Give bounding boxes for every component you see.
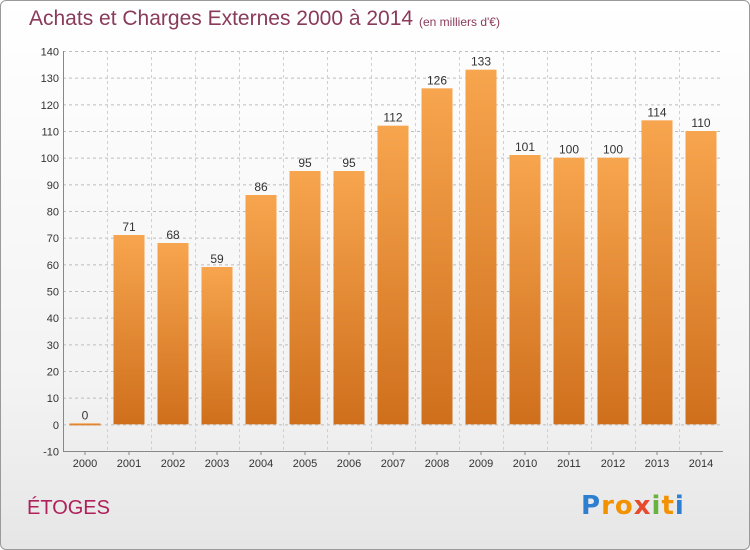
- x-tick-label: 2013: [645, 458, 669, 470]
- bar: [641, 120, 673, 425]
- x-tick-label: 2010: [513, 458, 537, 470]
- y-tick-label: 10: [47, 393, 59, 405]
- data-label: 114: [647, 105, 666, 119]
- bar: [333, 171, 365, 425]
- data-label: 95: [298, 156, 312, 170]
- y-tick-label: 110: [41, 127, 59, 139]
- bars: [69, 69, 717, 426]
- data-label: 133: [471, 55, 491, 69]
- bar: [69, 423, 101, 426]
- y-tick-label: 40: [47, 313, 59, 325]
- data-label: 112: [383, 111, 402, 125]
- bar: [113, 235, 145, 425]
- data-label: 86: [254, 180, 268, 194]
- logo-letter: P: [581, 491, 602, 521]
- data-label: 0: [82, 408, 89, 422]
- y-tick-label: 80: [47, 207, 59, 219]
- y-tick-label: 140: [41, 47, 59, 59]
- proxiti-logo[interactable]: Proxiti: [581, 491, 685, 521]
- y-tick-label: 70: [47, 233, 59, 245]
- axes: -10 0 10 20 30 40 50 60 70 80 90 100 110 120 130 140 200…: [41, 47, 723, 470]
- y-tick-label: 130: [41, 73, 59, 85]
- chart-title: Achats et Charges Externes 2000 à 2014: [29, 7, 414, 30]
- y-tick-label: 20: [47, 367, 59, 379]
- y-tick-label: 50: [47, 287, 59, 299]
- y-tick-label: 90: [47, 180, 59, 192]
- x-tick-label: 2012: [601, 458, 625, 470]
- data-label: 95: [342, 156, 356, 170]
- logo-letter: i: [651, 491, 662, 521]
- x-tick-label: 2003: [205, 458, 229, 470]
- logo-letter: i: [674, 491, 685, 521]
- bar: [509, 155, 541, 425]
- bar: [377, 125, 409, 425]
- y-tick-label: -10: [43, 447, 59, 459]
- bar: [289, 171, 321, 425]
- data-label: 59: [210, 252, 224, 266]
- bar: [245, 195, 277, 425]
- data-label: 110: [691, 116, 710, 130]
- x-tick-label: 2000: [73, 458, 97, 470]
- x-tick-label: 2007: [381, 458, 405, 470]
- bar: [685, 131, 717, 425]
- x-tick-label: 2011: [557, 458, 581, 470]
- bar: [553, 157, 585, 425]
- bar: [421, 88, 453, 425]
- chart-subtitle: (en milliers d'€): [419, 15, 500, 29]
- y-tick-label: 100: [41, 153, 59, 165]
- x-tick-label: 2001: [117, 458, 141, 470]
- bar: [597, 157, 629, 425]
- x-tick-label: 2002: [161, 458, 185, 470]
- data-label: 100: [559, 143, 579, 157]
- data-label: 101: [515, 140, 535, 154]
- y-tick-label: 120: [41, 100, 59, 112]
- logo-letter: x: [633, 491, 652, 521]
- x-tick-label: 2008: [425, 458, 449, 470]
- x-tick-label: 2014: [689, 458, 713, 470]
- data-label: 100: [603, 143, 623, 157]
- y-tick-label: 0: [53, 420, 59, 432]
- y-tick-label: 60: [47, 260, 59, 272]
- data-label: 71: [122, 220, 136, 234]
- x-tick-label: 2005: [293, 458, 317, 470]
- data-label: 126: [427, 73, 447, 87]
- logo-letter: o: [614, 491, 634, 521]
- data-labels: 0 71 68 59 86 95 95 112 126 133 101 100 100 114 110: [82, 55, 711, 423]
- y-tick-label: 30: [47, 340, 59, 352]
- logo-letter: t: [661, 491, 675, 521]
- x-tick-label: 2004: [249, 458, 273, 470]
- bar: [157, 243, 189, 425]
- bar: [465, 69, 497, 425]
- x-tick-label: 2006: [337, 458, 361, 470]
- logo-letter: r: [601, 491, 615, 521]
- data-label: 68: [166, 228, 180, 242]
- bar: [201, 267, 233, 425]
- x-tick-label: 2009: [469, 458, 493, 470]
- commune-name: ÉTOGES: [27, 497, 110, 519]
